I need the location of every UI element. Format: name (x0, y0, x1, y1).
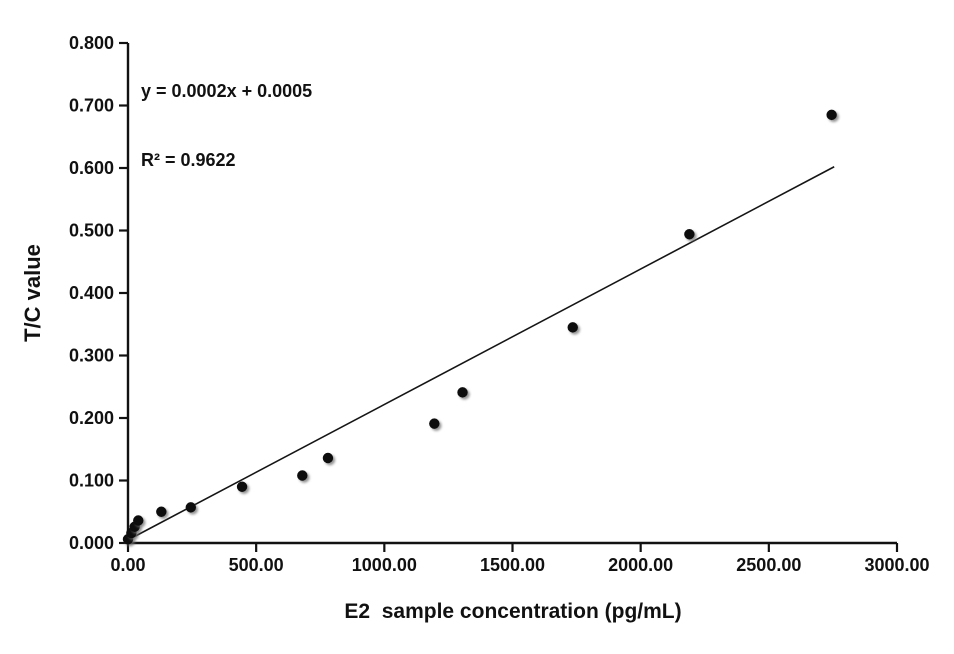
data-point (567, 322, 578, 333)
trendline (130, 166, 835, 540)
x-tick-label: 3000.00 (864, 555, 929, 575)
data-point (236, 481, 248, 492)
x-tick-label: 0.00 (110, 555, 145, 575)
y-tick-label: 0.400 (69, 283, 114, 303)
y-tick-label: 0.000 (69, 533, 114, 553)
x-axis-title: E2 sample concentration (pg/mL) (344, 600, 682, 623)
y-tick-label: 0.100 (69, 471, 114, 491)
data-point (322, 452, 334, 464)
x-tick-label: 1500.00 (480, 555, 545, 575)
y-tick-label: 0.600 (69, 158, 114, 178)
equation-text: y = 0.0002x + 0.0005 (141, 81, 313, 101)
y-tick-label: 0.200 (69, 408, 114, 428)
y-axis-title: T/C value (20, 244, 45, 342)
data-point (297, 470, 308, 481)
x-tick-label: 500.00 (229, 555, 284, 575)
y-tick-label: 0.500 (69, 221, 114, 241)
x-tick-label: 2000.00 (608, 555, 673, 575)
data-point (684, 229, 695, 240)
data-point (429, 418, 440, 429)
data-point (826, 109, 837, 121)
trendline-equation: y = 0.0002x + 0.0005 R² = 0.9622 (141, 34, 312, 218)
data-point (133, 515, 144, 526)
data-point (457, 387, 468, 398)
data-point (156, 506, 167, 517)
data-point (185, 502, 197, 513)
x-tick-label: 2500.00 (736, 555, 801, 575)
y-tick-label: 0.300 (69, 346, 114, 366)
y-tick-label: 0.800 (69, 33, 114, 53)
x-tick-label: 1000.00 (352, 555, 417, 575)
y-tick-label: 0.700 (69, 96, 114, 116)
r-squared-text: R² = 0.9622 (141, 150, 236, 170)
